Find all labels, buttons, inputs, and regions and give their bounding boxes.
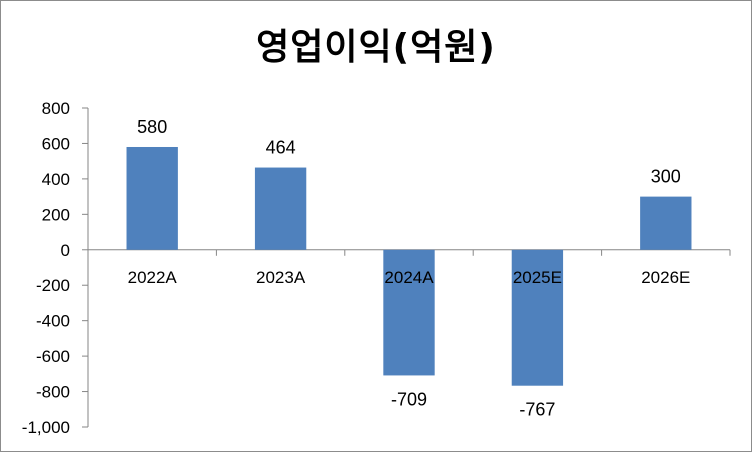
bar: [511, 249, 564, 386]
data-label: 464: [266, 138, 296, 158]
y-tick-label: 400: [42, 170, 70, 189]
data-labels: 580 464 -709 -767 300: [137, 117, 681, 420]
x-tick-label: 2026E: [641, 268, 690, 287]
data-label: 300: [651, 167, 681, 187]
bar: [640, 196, 692, 250]
x-tick-label: 2023A: [256, 268, 306, 287]
bars: [126, 146, 692, 386]
y-tick-label: -800: [36, 383, 70, 402]
y-tick-label: 800: [42, 99, 70, 118]
y-tick-label: 200: [42, 205, 70, 224]
y-tick-label: -600: [36, 347, 70, 366]
data-label: -709: [391, 389, 427, 409]
bar: [254, 167, 307, 250]
data-label: 580: [137, 117, 167, 137]
y-tick-label: 0: [61, 241, 70, 260]
y-tick-label: -400: [36, 312, 70, 331]
y-tick-label: -200: [36, 276, 70, 295]
bar: [126, 146, 178, 250]
y-axis: 800 600 400 200 0 -200 -400 -600 -800 -1,000: [22, 99, 731, 437]
data-label: -767: [519, 400, 555, 420]
y-tick-label: 600: [42, 134, 70, 153]
x-tick-label: 2024A: [384, 268, 434, 287]
x-tick-label: 2025E: [513, 268, 562, 287]
x-tick-label: 2022A: [128, 268, 178, 287]
bar: [383, 249, 435, 376]
chart-title: 영업이익(억원): [256, 27, 496, 68]
category-labels: 2022A 2023A 2024A 2025E 2026E: [128, 268, 691, 287]
y-tick-label: -1,000: [22, 418, 70, 437]
